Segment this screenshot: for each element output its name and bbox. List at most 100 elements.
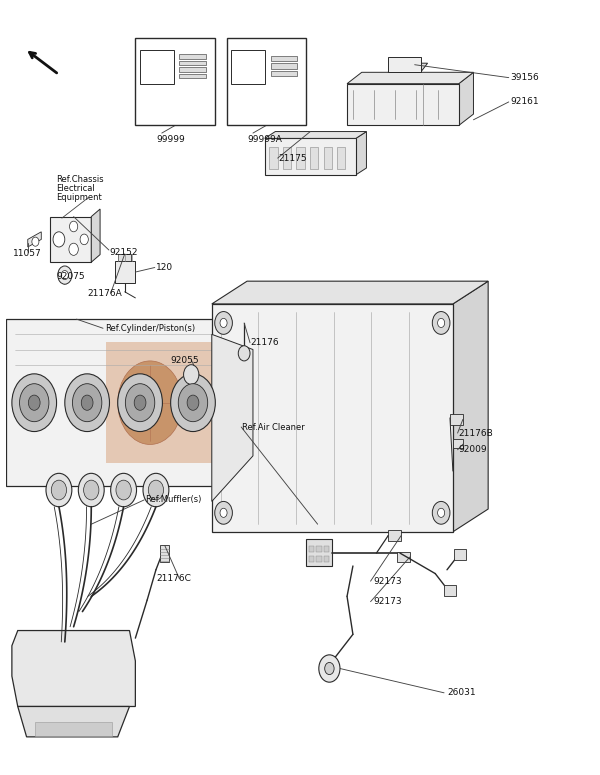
Circle shape — [51, 480, 67, 500]
Bar — [309, 556, 314, 562]
Polygon shape — [91, 209, 100, 262]
Bar — [397, 552, 410, 562]
Polygon shape — [356, 132, 367, 175]
Bar — [444, 585, 456, 597]
Text: 21176B: 21176B — [459, 429, 494, 438]
Bar — [296, 147, 305, 169]
Polygon shape — [265, 132, 367, 139]
Text: Ref.Chassis: Ref.Chassis — [56, 175, 104, 184]
Bar — [323, 147, 332, 169]
Bar — [136, 38, 215, 126]
Text: Equipment: Equipment — [56, 193, 102, 202]
Circle shape — [220, 508, 227, 518]
Circle shape — [125, 384, 155, 422]
Text: 11057: 11057 — [13, 250, 42, 258]
Text: MOTORCYCLE: MOTORCYCLE — [214, 367, 362, 386]
Circle shape — [58, 266, 72, 284]
Polygon shape — [347, 72, 473, 84]
Circle shape — [437, 319, 445, 328]
Circle shape — [325, 663, 334, 674]
Circle shape — [69, 243, 79, 255]
Polygon shape — [347, 84, 459, 126]
Polygon shape — [265, 139, 356, 175]
Polygon shape — [18, 707, 130, 737]
Bar — [450, 414, 463, 425]
Bar — [316, 556, 322, 562]
Polygon shape — [388, 57, 421, 72]
Circle shape — [79, 474, 104, 507]
Circle shape — [28, 395, 40, 410]
Bar — [453, 439, 463, 448]
Bar — [309, 546, 314, 553]
Circle shape — [32, 237, 39, 246]
Bar — [106, 342, 218, 463]
Circle shape — [118, 374, 163, 432]
Circle shape — [53, 232, 65, 247]
Polygon shape — [212, 304, 453, 532]
Circle shape — [81, 395, 93, 410]
Circle shape — [215, 312, 232, 334]
Text: Ref.Air Cleaner: Ref.Air Cleaner — [242, 423, 305, 432]
Circle shape — [46, 474, 72, 507]
Bar — [179, 54, 206, 59]
Text: 92152: 92152 — [109, 248, 137, 257]
Circle shape — [432, 501, 450, 524]
Circle shape — [187, 395, 199, 410]
Circle shape — [83, 480, 99, 500]
Text: 99999A: 99999A — [247, 135, 282, 143]
Circle shape — [432, 312, 450, 334]
Circle shape — [178, 384, 208, 422]
Bar — [337, 147, 345, 169]
Text: 92009: 92009 — [459, 446, 487, 454]
Polygon shape — [459, 72, 473, 126]
Circle shape — [116, 480, 131, 500]
Bar — [269, 147, 278, 169]
Text: 92075: 92075 — [56, 272, 85, 281]
Circle shape — [220, 319, 227, 328]
Text: SPARE PARTS: SPARE PARTS — [236, 398, 340, 412]
Circle shape — [319, 655, 340, 682]
Circle shape — [238, 346, 250, 361]
Text: (35KW)
(OPTION): (35KW) (OPTION) — [158, 97, 193, 116]
Polygon shape — [212, 281, 488, 304]
Bar — [227, 38, 306, 126]
Text: (FULL POWER)
(OPTION): (FULL POWER) (OPTION) — [239, 99, 293, 119]
Bar — [179, 67, 206, 72]
Bar — [388, 530, 401, 541]
Text: 21176C: 21176C — [156, 574, 191, 584]
Text: 120: 120 — [156, 263, 173, 272]
Text: Electrical: Electrical — [56, 184, 95, 193]
Circle shape — [118, 361, 182, 444]
Text: 21176A: 21176A — [87, 289, 122, 298]
Bar — [271, 56, 297, 61]
Circle shape — [12, 374, 56, 432]
Text: 26031: 26031 — [447, 688, 476, 698]
Text: 21176: 21176 — [250, 338, 278, 347]
Circle shape — [61, 270, 68, 280]
Bar — [306, 539, 332, 566]
Text: 92173: 92173 — [373, 598, 402, 606]
Bar — [179, 61, 206, 65]
Circle shape — [70, 221, 78, 232]
Text: 92161: 92161 — [510, 98, 539, 106]
Circle shape — [110, 474, 137, 507]
Circle shape — [215, 501, 232, 524]
Bar — [283, 147, 291, 169]
Bar — [231, 50, 265, 84]
Circle shape — [134, 395, 146, 410]
Circle shape — [143, 474, 169, 507]
Text: Ref.Cylinder/Piston(s): Ref.Cylinder/Piston(s) — [105, 324, 195, 332]
Circle shape — [148, 480, 164, 500]
Text: Ref.Muffler(s): Ref.Muffler(s) — [145, 495, 202, 505]
Circle shape — [65, 374, 109, 432]
Polygon shape — [115, 261, 136, 283]
Bar — [35, 722, 112, 736]
Bar — [179, 74, 206, 78]
Polygon shape — [453, 281, 488, 532]
Circle shape — [437, 508, 445, 518]
Polygon shape — [50, 217, 91, 262]
Text: 92055: 92055 — [170, 356, 199, 365]
Polygon shape — [12, 631, 136, 707]
Bar — [324, 556, 329, 562]
Bar — [160, 546, 169, 562]
